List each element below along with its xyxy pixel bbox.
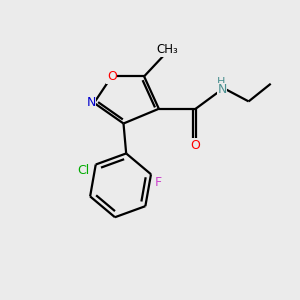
Text: N: N [218, 83, 227, 96]
Text: F: F [154, 176, 162, 189]
Text: H: H [217, 77, 225, 87]
Text: N: N [86, 96, 96, 110]
Text: CH₃: CH₃ [157, 44, 178, 56]
Text: Cl: Cl [77, 164, 90, 177]
Text: O: O [107, 70, 117, 83]
Text: O: O [191, 139, 201, 152]
